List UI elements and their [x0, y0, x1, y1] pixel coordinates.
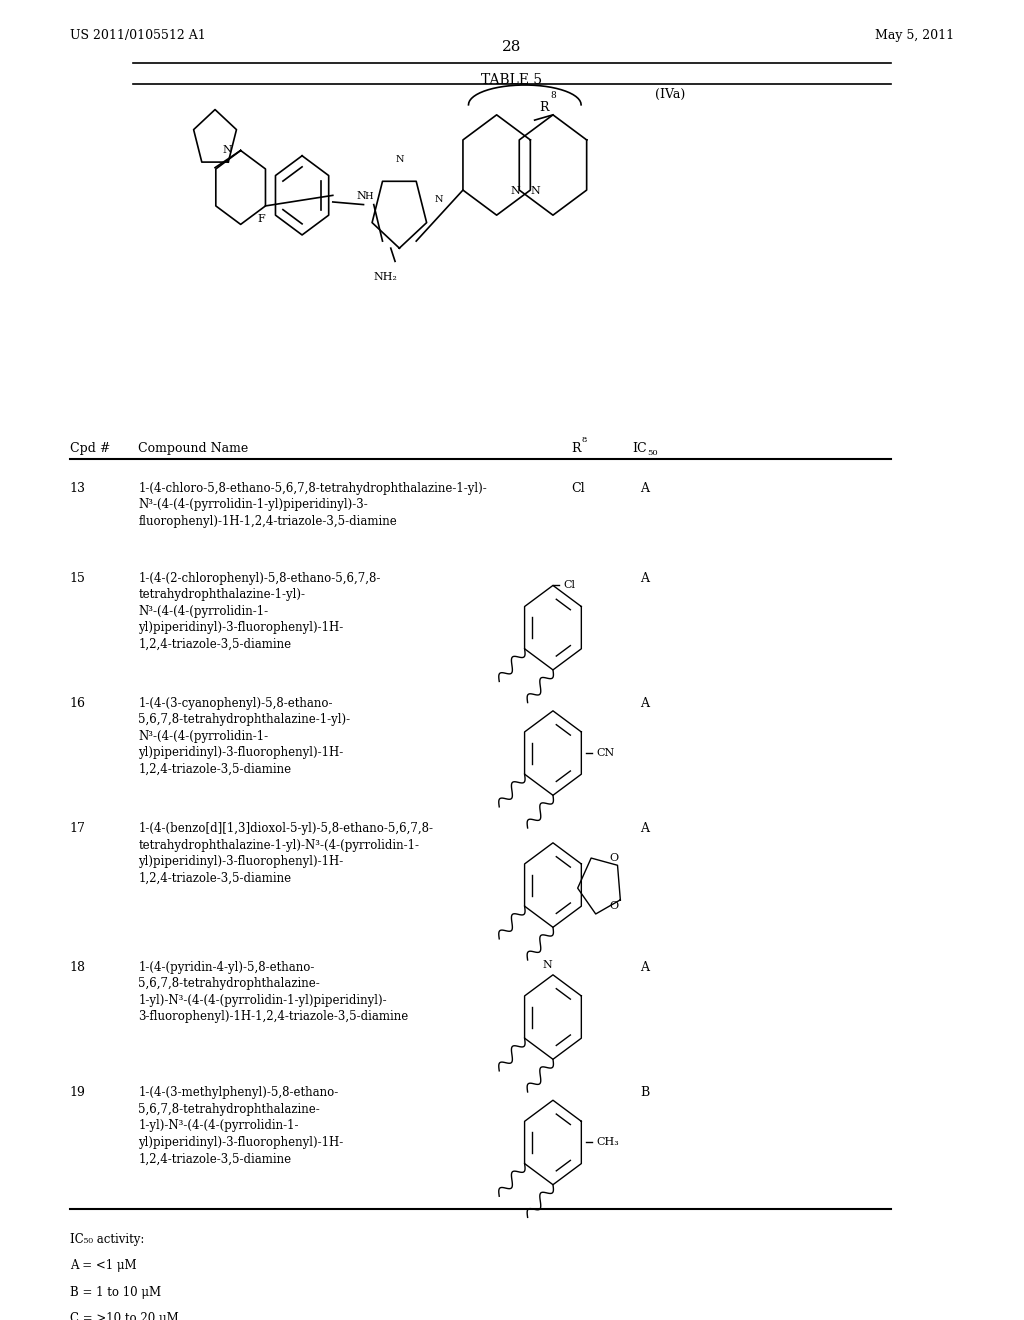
Text: 18: 18: [70, 961, 86, 974]
Text: R: R: [540, 100, 549, 114]
Text: H: H: [365, 191, 373, 201]
Text: N: N: [543, 960, 553, 969]
Text: fluorophenyl)-1H-1,2,4-triazole-3,5-diamine: fluorophenyl)-1H-1,2,4-triazole-3,5-diam…: [138, 515, 397, 528]
Text: A: A: [640, 697, 649, 710]
Text: Cl: Cl: [563, 581, 575, 590]
Text: 19: 19: [70, 1086, 86, 1100]
Text: A: A: [640, 572, 649, 585]
Text: N³-(4-(4-(pyrrolidin-1-: N³-(4-(4-(pyrrolidin-1-: [138, 605, 268, 618]
Text: 16: 16: [70, 697, 86, 710]
Text: May 5, 2011: May 5, 2011: [876, 29, 954, 42]
Text: 1-(4-chloro-5,8-ethano-5,6,7,8-tetrahydrophthalazine-1-yl)-: 1-(4-chloro-5,8-ethano-5,6,7,8-tetrahydr…: [138, 482, 487, 495]
Text: TABLE 5: TABLE 5: [481, 73, 543, 87]
Text: 1,2,4-triazole-3,5-diamine: 1,2,4-triazole-3,5-diamine: [138, 1152, 292, 1166]
Text: US 2011/0105512 A1: US 2011/0105512 A1: [70, 29, 206, 42]
Text: 8: 8: [582, 436, 587, 444]
Text: N: N: [395, 154, 403, 164]
Text: 15: 15: [70, 572, 86, 585]
Text: 50: 50: [647, 449, 657, 457]
Text: C = >10 to 20 μM: C = >10 to 20 μM: [70, 1312, 178, 1320]
Text: 1-(4-(3-cyanophenyl)-5,8-ethano-: 1-(4-(3-cyanophenyl)-5,8-ethano-: [138, 697, 333, 710]
Text: 1-yl)-N³-(4-(4-(pyrrolidin-1-yl)piperidinyl)-: 1-yl)-N³-(4-(4-(pyrrolidin-1-yl)piperidi…: [138, 994, 387, 1007]
Text: 1-(4-(2-chlorophenyl)-5,8-ethano-5,6,7,8-: 1-(4-(2-chlorophenyl)-5,8-ethano-5,6,7,8…: [138, 572, 381, 585]
Text: N: N: [356, 190, 367, 201]
Text: 5,6,7,8-tetrahydrophthalazine-: 5,6,7,8-tetrahydrophthalazine-: [138, 977, 319, 990]
Text: yl)piperidinyl)-3-fluorophenyl)-1H-: yl)piperidinyl)-3-fluorophenyl)-1H-: [138, 622, 343, 634]
Text: 1-(4-(benzo[d][1,3]dioxol-5-yl)-5,8-ethano-5,6,7,8-: 1-(4-(benzo[d][1,3]dioxol-5-yl)-5,8-etha…: [138, 822, 433, 836]
Text: N: N: [530, 186, 541, 197]
Text: 13: 13: [70, 482, 86, 495]
Text: A = <1 μM: A = <1 μM: [70, 1259, 136, 1272]
Text: NH₂: NH₂: [373, 272, 397, 282]
Text: 3-fluorophenyl)-1H-1,2,4-triazole-3,5-diamine: 3-fluorophenyl)-1H-1,2,4-triazole-3,5-di…: [138, 1011, 409, 1023]
Text: 1,2,4-triazole-3,5-diamine: 1,2,4-triazole-3,5-diamine: [138, 638, 292, 651]
Text: R: R: [571, 442, 581, 455]
Text: Compound Name: Compound Name: [138, 442, 249, 455]
Text: N: N: [510, 186, 520, 197]
Text: (IVa): (IVa): [655, 88, 686, 102]
Text: N: N: [223, 145, 232, 154]
Text: 1-(4-(3-methylphenyl)-5,8-ethano-: 1-(4-(3-methylphenyl)-5,8-ethano-: [138, 1086, 339, 1100]
Text: CH₃: CH₃: [596, 1138, 618, 1147]
Text: N³-(4-(4-(pyrrolidin-1-yl)piperidinyl)-3-: N³-(4-(4-(pyrrolidin-1-yl)piperidinyl)-3…: [138, 498, 368, 511]
Text: 1,2,4-triazole-3,5-diamine: 1,2,4-triazole-3,5-diamine: [138, 763, 292, 776]
Text: IC₅₀ activity:: IC₅₀ activity:: [70, 1233, 144, 1246]
Text: 5,6,7,8-tetrahydrophthalazine-1-yl)-: 5,6,7,8-tetrahydrophthalazine-1-yl)-: [138, 713, 350, 726]
Text: 1-yl)-N³-(4-(4-(pyrrolidin-1-: 1-yl)-N³-(4-(4-(pyrrolidin-1-: [138, 1119, 299, 1133]
Text: N³-(4-(4-(pyrrolidin-1-: N³-(4-(4-(pyrrolidin-1-: [138, 730, 268, 743]
Text: A: A: [640, 961, 649, 974]
Text: yl)piperidinyl)-3-fluorophenyl)-1H-: yl)piperidinyl)-3-fluorophenyl)-1H-: [138, 855, 343, 869]
Text: B: B: [640, 1086, 649, 1100]
Text: 5,6,7,8-tetrahydrophthalazine-: 5,6,7,8-tetrahydrophthalazine-: [138, 1104, 319, 1115]
Text: 1-(4-(pyridin-4-yl)-5,8-ethano-: 1-(4-(pyridin-4-yl)-5,8-ethano-: [138, 961, 314, 974]
Text: 17: 17: [70, 822, 86, 836]
Text: F: F: [257, 214, 265, 224]
Text: N: N: [434, 195, 443, 205]
Text: B = 1 to 10 μM: B = 1 to 10 μM: [70, 1286, 161, 1299]
Text: tetrahydrophthalazine-1-yl)-N³-(4-(pyrrolidin-1-: tetrahydrophthalazine-1-yl)-N³-(4-(pyrro…: [138, 840, 419, 851]
Text: 8: 8: [550, 91, 556, 100]
Text: O: O: [609, 854, 618, 863]
Text: tetrahydrophthalazine-1-yl)-: tetrahydrophthalazine-1-yl)-: [138, 589, 305, 601]
Text: Cpd #: Cpd #: [70, 442, 110, 455]
Text: yl)piperidinyl)-3-fluorophenyl)-1H-: yl)piperidinyl)-3-fluorophenyl)-1H-: [138, 747, 343, 759]
Text: yl)piperidinyl)-3-fluorophenyl)-1H-: yl)piperidinyl)-3-fluorophenyl)-1H-: [138, 1135, 343, 1148]
Text: A: A: [640, 482, 649, 495]
Text: IC: IC: [632, 442, 646, 455]
Text: A: A: [640, 822, 649, 836]
Text: CN: CN: [596, 748, 614, 758]
Text: Cl: Cl: [571, 482, 585, 495]
Text: 28: 28: [503, 40, 521, 54]
Text: 1,2,4-triazole-3,5-diamine: 1,2,4-triazole-3,5-diamine: [138, 871, 292, 884]
Text: O: O: [609, 900, 618, 911]
